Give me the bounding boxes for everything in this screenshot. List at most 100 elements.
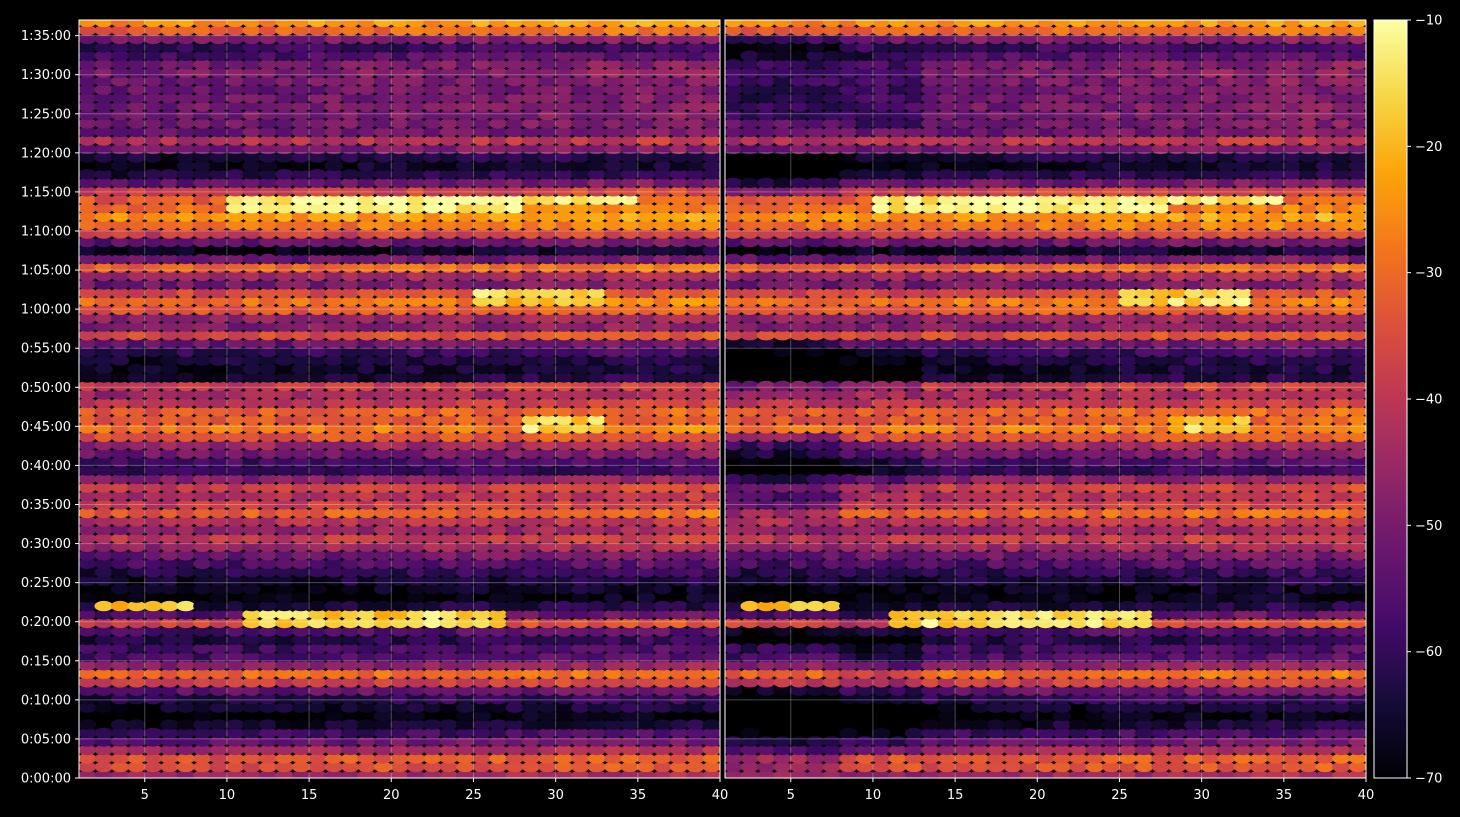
heatmap-chart: 5 10 15 20 25 30 35 40 5 10 15 20 25 30 35 400:00:000:0… — [21, 14, 1443, 804]
heatmap-cell — [1085, 473, 1105, 485]
heatmap-cell — [439, 465, 458, 476]
heatmap-cell — [669, 431, 689, 442]
heatmap-cell — [1102, 609, 1121, 620]
heatmap-cell — [488, 92, 508, 104]
heatmap-cell — [1102, 465, 1121, 476]
heatmap-cell — [587, 338, 606, 349]
heatmap-cell — [937, 744, 957, 756]
heatmap-cell — [653, 296, 672, 307]
heatmap-cell — [488, 363, 508, 375]
heatmap-cell — [1118, 651, 1137, 663]
heatmap-cell — [871, 761, 891, 773]
heatmap-cell — [439, 25, 458, 36]
heatmap-cell — [1184, 600, 1203, 612]
heatmap-cell — [1315, 550, 1335, 561]
heatmap-cell — [79, 211, 97, 222]
heatmap-cell — [1250, 719, 1269, 730]
heatmap-cell — [1102, 677, 1121, 688]
heatmap-cell — [209, 558, 228, 569]
heatmap-cell — [390, 668, 409, 679]
heatmap-cell — [1069, 558, 1088, 569]
heatmap-cell — [472, 685, 491, 696]
heatmap-cell — [1019, 533, 1039, 544]
heatmap-cell — [1250, 567, 1269, 578]
heatmap-cell — [456, 584, 475, 595]
heatmap-cell — [390, 67, 409, 78]
heatmap-cell — [954, 660, 973, 671]
heatmap-cell — [970, 516, 989, 527]
heatmap-cell — [669, 363, 689, 375]
heatmap-cell — [275, 169, 294, 180]
heatmap-cell — [1200, 702, 1220, 713]
heatmap-cell — [653, 126, 672, 138]
heatmap-cell — [209, 20, 228, 28]
heatmap-cell — [554, 304, 574, 315]
heatmap-cell — [521, 50, 541, 61]
heatmap-cell — [653, 279, 672, 290]
heatmap-cell — [488, 592, 508, 603]
heatmap-cell — [987, 524, 1006, 536]
heatmap-cell — [242, 109, 261, 121]
heatmap-cell — [904, 592, 924, 603]
heatmap-cell — [636, 567, 656, 578]
heatmap-cell — [1134, 668, 1154, 679]
heatmap-cell — [275, 685, 294, 696]
heatmap-cell — [1019, 677, 1039, 688]
heatmap-cell — [587, 109, 606, 121]
heatmap-cell — [521, 25, 541, 36]
heatmap-cell — [702, 194, 720, 205]
heatmap-cell — [756, 736, 776, 747]
heatmap-cell — [1134, 770, 1154, 778]
heatmap-cell — [1200, 550, 1220, 561]
heatmap-cell — [1332, 524, 1351, 536]
heatmap-cell — [702, 423, 720, 434]
heatmap-cell — [193, 702, 212, 713]
heatmap-cell — [1102, 685, 1121, 696]
heatmap-cell — [1003, 685, 1022, 696]
heatmap-cell — [653, 346, 672, 358]
heatmap-cell — [110, 516, 130, 527]
heatmap-cell — [521, 482, 541, 493]
heatmap-cell — [554, 101, 574, 112]
heatmap-cell — [143, 287, 163, 299]
heatmap-cell — [94, 668, 113, 679]
heatmap-cell — [571, 211, 590, 222]
x-tick-label: 20 — [383, 788, 400, 803]
heatmap-cell — [620, 414, 639, 425]
heatmap-cell — [373, 414, 393, 425]
heatmap-cell — [160, 372, 179, 383]
heatmap-cell — [954, 617, 973, 629]
heatmap-cell — [521, 245, 541, 256]
heatmap-cell — [773, 643, 792, 654]
heatmap-cell — [1233, 719, 1252, 730]
heatmap-cell — [488, 634, 508, 646]
heatmap-cell — [324, 92, 343, 104]
heatmap-cell — [505, 118, 524, 129]
heatmap-cell — [587, 245, 606, 256]
heatmap-cell — [357, 321, 376, 332]
heatmap-cell — [193, 634, 212, 646]
heatmap-cell — [1052, 600, 1072, 612]
heatmap-cell — [291, 135, 311, 146]
heatmap-cell — [143, 76, 163, 87]
heatmap-cell — [160, 42, 179, 53]
heatmap-cell — [176, 397, 195, 409]
heatmap-cell — [357, 84, 376, 95]
heatmap-cell — [308, 236, 327, 248]
heatmap-cell — [1102, 753, 1121, 764]
heatmap-cell — [521, 203, 541, 214]
heatmap-cell — [740, 448, 759, 459]
heatmap-cell — [209, 600, 228, 612]
heatmap-cell — [110, 423, 130, 434]
heatmap-cell — [209, 304, 228, 315]
heatmap-cell — [1217, 457, 1236, 468]
heatmap-cell — [193, 651, 212, 663]
heatmap-cell — [472, 423, 491, 434]
heatmap-cell — [439, 270, 458, 282]
heatmap-cell — [225, 126, 245, 138]
heatmap-cell — [571, 457, 590, 468]
heatmap-cell — [587, 736, 606, 747]
heatmap-cell — [291, 744, 311, 756]
heatmap-cell — [456, 727, 475, 739]
heatmap-cell — [127, 330, 146, 341]
